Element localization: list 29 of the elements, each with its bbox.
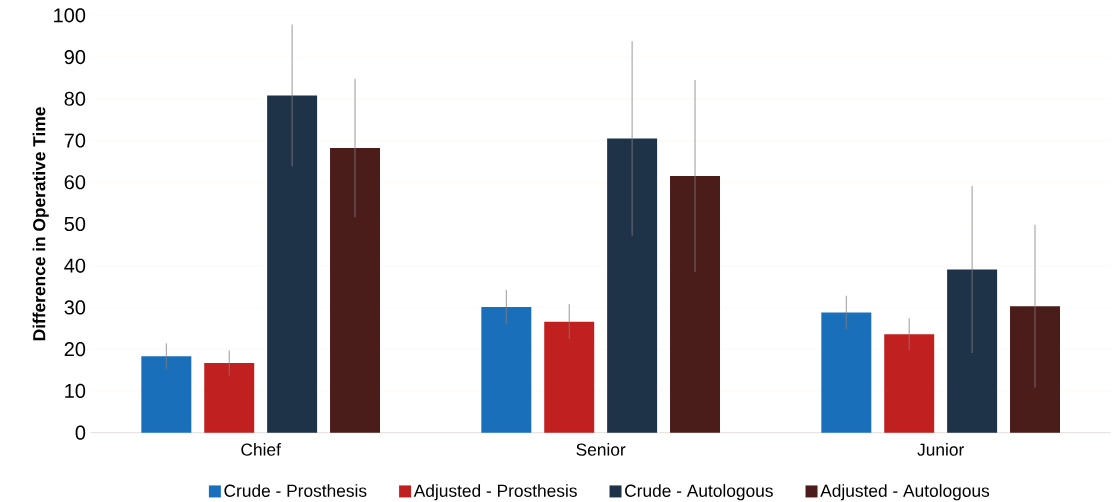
y-tick-label: 0 <box>75 425 86 440</box>
y-tick-label: 10 <box>65 383 86 398</box>
x-tick-label: Chief <box>241 443 281 456</box>
y-tick-label: 100 <box>54 8 86 23</box>
legend-label: Adjusted - Autologous <box>820 484 990 501</box>
legend-label: Adjusted - Prosthesis <box>413 484 577 501</box>
bar <box>544 321 595 433</box>
bar <box>267 95 318 433</box>
y-tick-label: 90 <box>64 49 86 65</box>
y-tick-label: 20 <box>64 342 86 357</box>
y-tick-label: 50 <box>64 216 86 232</box>
y-tick-label: 40 <box>64 258 86 273</box>
x-tick-label: Junior <box>917 443 964 456</box>
y-tick-label: 30 <box>64 300 86 315</box>
y-axis-title: Difference in Operative Time <box>32 107 49 341</box>
bar <box>141 356 192 433</box>
bar <box>607 138 658 433</box>
y-tick-label: 70 <box>64 133 86 148</box>
bar <box>330 148 381 433</box>
bar <box>204 362 255 433</box>
legend-label: Crude - Autologous <box>625 484 773 501</box>
legend-label: Crude - Prosthesis <box>224 484 367 497</box>
y-tick-label: 80 <box>64 91 86 106</box>
y-tick-label: 60 <box>64 175 86 190</box>
bar <box>670 176 721 433</box>
x-tick-label: Senior <box>576 443 626 456</box>
bar <box>821 312 872 433</box>
bar <box>884 334 935 433</box>
bar <box>481 307 532 433</box>
